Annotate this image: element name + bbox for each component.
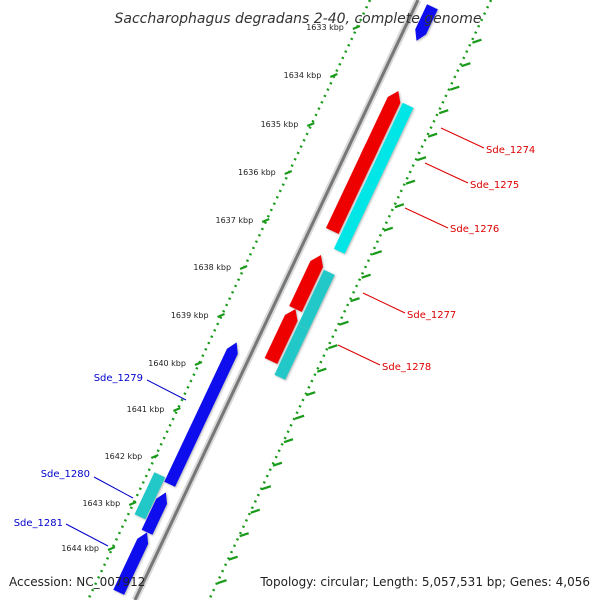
ruler-tick: [316, 367, 327, 373]
ruler-tick: [461, 62, 471, 68]
gene-leader-line: [93, 476, 134, 499]
ruler-tick: [339, 320, 349, 326]
ruler-label: 1636 kbp: [238, 168, 276, 177]
ruler-tick: [228, 555, 238, 561]
ruler-tick: [272, 461, 283, 467]
ruler-tick: [239, 532, 250, 538]
ruler-major-tick: [172, 406, 181, 413]
gene-sde-1277-alt[interactable]: [297, 269, 335, 330]
gene-leader-line: [424, 162, 469, 184]
gene-sde-1278-alt[interactable]: [274, 324, 309, 380]
gene-leader-line: [65, 523, 109, 547]
ruler-tick: [250, 508, 261, 514]
inner-ruler-ring: [86, 0, 372, 600]
ruler-label: 1639 kbp: [171, 311, 209, 320]
ruler-tick: [305, 391, 316, 397]
gene-leader-line: [362, 292, 406, 314]
ruler-label: 1643 kbp: [82, 499, 120, 508]
ruler-tick: [449, 85, 460, 91]
ruler-tick: [294, 414, 305, 420]
gene-sde-1277[interactable]: [289, 254, 324, 312]
outer-ruler-ring: [207, 0, 493, 600]
genome-backbone: [131, 0, 422, 600]
ruler-tick: [283, 438, 294, 444]
ruler-major-tick: [261, 217, 270, 224]
gene-leader-line: [146, 379, 187, 401]
ruler-major-tick: [150, 453, 159, 460]
ruler-major-tick: [329, 72, 338, 79]
ruler-tick: [372, 250, 383, 256]
ruler-tick: [361, 273, 371, 279]
ruler-tick: [383, 226, 394, 232]
gene-sde-1276[interactable]: [333, 102, 414, 254]
gene-label[interactable]: Sde_1275: [470, 180, 519, 191]
ruler-tick: [328, 344, 338, 350]
ruler-tick: [394, 203, 405, 209]
ruler-tick: [350, 297, 360, 303]
gene-sde-1273[interactable]: [415, 4, 438, 41]
ruler-major-tick: [217, 312, 225, 319]
accession-text: Accession: NC_007912: [9, 575, 145, 589]
gene-sde-1278[interactable]: [264, 308, 298, 364]
ruler-label: 1637 kbp: [215, 216, 253, 225]
gene-sde-1281[interactable]: [113, 532, 149, 595]
ruler-label: 1642 kbp: [105, 452, 143, 461]
ruler-tick: [261, 485, 272, 491]
ruler-tick: [217, 579, 227, 585]
ruler-major-tick: [239, 264, 248, 271]
ruler-major-tick: [194, 360, 203, 367]
ruler-label: 1635 kbp: [261, 120, 299, 129]
gene-label[interactable]: Sde_1278: [382, 362, 431, 373]
ruler-label: 1640 kbp: [148, 359, 186, 368]
ruler-tick: [416, 156, 427, 162]
ruler-ticks: [217, 38, 482, 585]
gene-label[interactable]: Sde_1277: [407, 310, 456, 321]
gene-label[interactable]: Sde_1276: [450, 224, 499, 235]
genome-summary-text: Topology: circular; Length: 5,057,531 bp…: [259, 575, 590, 589]
gene-leader-line: [404, 207, 449, 229]
ruler-label: 1644 kbp: [61, 544, 99, 553]
ruler-major-tick: [284, 169, 293, 176]
ruler-tick: [472, 38, 482, 44]
ruler-major-tick: [352, 24, 361, 31]
gene-label[interactable]: Sde_1280: [41, 469, 90, 480]
ruler-tick: [405, 179, 416, 185]
gene-sde-1280[interactable]: [134, 472, 166, 520]
ruler-labels: 1633 kbp 1634 kbp 1635 kbp 1636 kbp 1637 kbp…: [61, 23, 361, 553]
ruler-label: 1634 kbp: [284, 71, 322, 80]
ruler-tick: [427, 132, 438, 138]
gene-label[interactable]: Sde_1274: [486, 145, 535, 156]
ruler-label: 1633 kbp: [306, 23, 344, 32]
gene-label[interactable]: Sde_1281: [14, 518, 63, 529]
gene-features[interactable]: [113, 4, 438, 595]
ruler-label: 1641 kbp: [127, 405, 165, 414]
ruler-label: 1638 kbp: [193, 263, 231, 272]
gene-leader-line: [440, 127, 485, 149]
gene-sde-1280-alt[interactable]: [141, 492, 168, 535]
gene-labels[interactable]: Sde_1274 Sde_1275 Sde_1276 Sde_1277 Sde_1278…: [14, 127, 536, 547]
gene-label[interactable]: Sde_1279: [94, 373, 143, 384]
gene-leader-line: [337, 344, 381, 366]
ruler-major-tick: [306, 121, 315, 128]
gene-sde-1275[interactable]: [360, 143, 379, 167]
ruler-major-tick: [128, 500, 137, 507]
map-title: Saccharophagus degradans 2-40, complete …: [115, 11, 482, 27]
gene-sde-1279[interactable]: [164, 342, 238, 487]
ruler-major-tick: [107, 545, 116, 552]
ruler-tick: [438, 109, 449, 115]
